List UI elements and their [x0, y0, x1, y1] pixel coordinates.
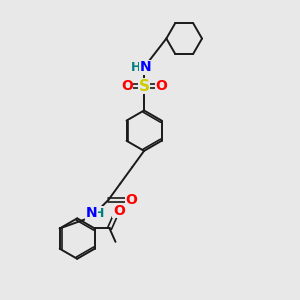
- Text: O: O: [121, 79, 133, 93]
- Text: H: H: [94, 207, 104, 220]
- Text: N: N: [140, 60, 152, 74]
- Text: H: H: [130, 61, 141, 74]
- Text: O: O: [125, 193, 137, 207]
- Text: S: S: [139, 79, 150, 94]
- Text: O: O: [113, 204, 125, 218]
- Text: O: O: [155, 79, 167, 93]
- Text: N: N: [85, 206, 97, 220]
